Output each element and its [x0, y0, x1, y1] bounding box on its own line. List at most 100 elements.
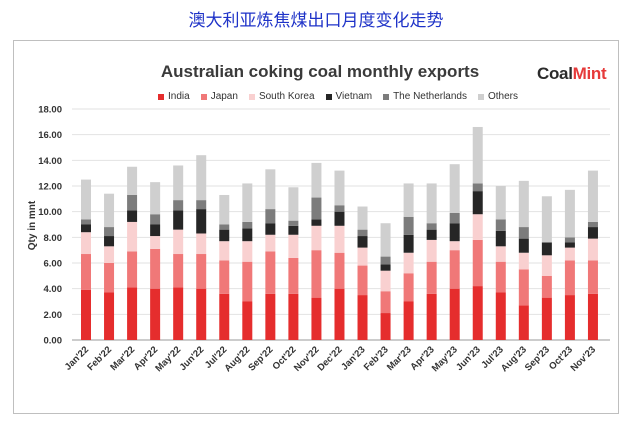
bar-segment: [449, 288, 460, 340]
bar-segment: [150, 224, 161, 237]
legend-item: Others: [478, 91, 518, 102]
bar-segment: [357, 265, 368, 296]
legend-item: India: [158, 91, 190, 102]
bar-segment: [564, 242, 575, 248]
bar-segment: [242, 261, 253, 302]
legend-label: India: [168, 91, 190, 102]
bar-segment: [196, 209, 207, 234]
x-tick-label: Nov'23: [569, 344, 599, 374]
bar-segment: [242, 301, 253, 340]
bar-segment: [334, 225, 345, 253]
bar-segment: [541, 255, 552, 276]
bar-segment: [380, 313, 391, 340]
page-title: 澳大利亚炼焦煤出口月度变化走势: [188, 11, 444, 31]
bar-segment: [495, 292, 506, 340]
legend-item: Japan: [200, 91, 238, 102]
legend-item: The Netherlands: [383, 91, 467, 102]
bar-segment: [150, 236, 161, 249]
bar-segment: [403, 216, 414, 235]
bar-segment: [265, 223, 276, 235]
legend-swatch: [383, 93, 390, 100]
bar-segment: [127, 194, 138, 211]
bar-segment: [403, 252, 414, 274]
bar-segment: [449, 223, 460, 242]
bar-segment: [449, 250, 460, 289]
bar-segment: [311, 250, 322, 298]
bar-segment: [380, 264, 391, 271]
y-tick-label: 4.00: [44, 284, 63, 295]
bar-segment: [564, 260, 575, 296]
bar-segment: [518, 305, 529, 340]
y-tick-label: 8.00: [44, 233, 63, 244]
bar-segment: [81, 224, 91, 233]
chart-title: Australian coking coal monthly exports: [160, 62, 480, 81]
bar-segment: [403, 183, 414, 217]
coalmint-logo: CoalMint: [537, 64, 607, 84]
bar-segment: [426, 239, 437, 262]
bar-segment: [311, 197, 322, 220]
bar-segment: [380, 291, 391, 314]
bar-segment: [150, 214, 161, 225]
x-tick-label: Feb'23: [362, 344, 391, 373]
bar-segment: [472, 239, 483, 287]
x-tick-label: Sep'22: [246, 344, 275, 373]
y-tick-label: 12.00: [38, 182, 62, 193]
bar-segment: [587, 227, 598, 239]
x-tick-label: Jan'22: [63, 344, 91, 372]
legend-label: The Netherlands: [393, 91, 467, 102]
bar-segment: [173, 165, 184, 201]
bar-segment: [472, 183, 483, 192]
bar-segment: [104, 292, 115, 340]
bar-segment: [564, 189, 575, 238]
bar-segment: [219, 293, 230, 340]
bar-segment: [288, 293, 299, 340]
bar-segment: [311, 219, 322, 226]
bar-segment: [196, 200, 207, 210]
x-tick-label: Aug'23: [499, 344, 529, 374]
bar-segment: [81, 254, 91, 290]
bar-segment: [587, 170, 598, 222]
y-tick-label: 0.00: [44, 336, 63, 347]
y-tick-label: 10.00: [38, 207, 62, 218]
x-tick-label: Sep'23: [523, 344, 552, 373]
legend-swatch: [248, 93, 255, 100]
bar-segment: [541, 196, 552, 243]
bar-segment: [288, 220, 299, 226]
bar-segment: [104, 263, 115, 293]
bar-segment: [564, 295, 575, 340]
x-tick-label: Aug'22: [223, 344, 253, 374]
bar-segment: [403, 301, 414, 340]
bar-segment: [288, 225, 299, 235]
bar-segment: [403, 234, 414, 253]
bar-segment: [173, 210, 184, 230]
bar-segment: [357, 206, 368, 230]
bar-segment: [518, 252, 529, 270]
bar-segment: [173, 229, 184, 255]
bar-segment: [449, 164, 460, 213]
bar-segment: [564, 247, 575, 261]
bar-segment: [196, 288, 207, 340]
bar-segment: [127, 251, 138, 288]
legend-swatch: [478, 93, 484, 100]
bar-segment: [334, 288, 345, 340]
bar-segment: [81, 289, 91, 340]
bar-segment: [81, 219, 91, 225]
bar-segment: [357, 236, 368, 248]
bar-segment: [403, 273, 414, 302]
y-tick-label: 6.00: [44, 259, 63, 270]
bar-segment: [426, 293, 437, 340]
legend-label: Japan: [210, 91, 238, 102]
bar-segment: [541, 242, 552, 256]
bar-segment: [495, 186, 506, 220]
bar-segment: [587, 293, 598, 340]
bar-segment: [357, 295, 368, 340]
bar-segment: [104, 227, 115, 237]
x-tick-label: Nov'22: [292, 344, 322, 374]
y-tick-label: 16.00: [38, 130, 62, 141]
bar-segment: [219, 194, 230, 225]
bar-segment: [196, 254, 207, 289]
x-tick-label: Dec'22: [315, 344, 344, 373]
x-tick-label: Jan'23: [339, 344, 367, 372]
x-tick-label: Jun'23: [454, 344, 483, 373]
